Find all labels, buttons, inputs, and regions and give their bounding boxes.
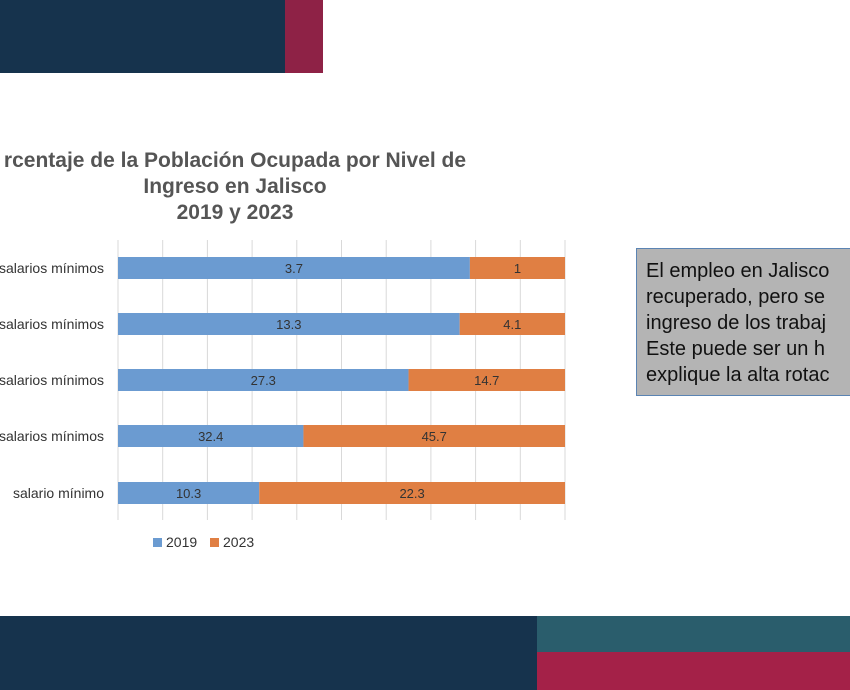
data-label-2023: 45.7 — [422, 429, 447, 444]
category-label: salario mínimo — [13, 485, 104, 501]
category-label: salarios mínimos — [0, 372, 104, 388]
category-label: salarios mínimos — [0, 428, 104, 444]
chart-title: rcentaje de la Población Ocupada por Niv… — [3, 149, 467, 224]
stacked-bar-chart: 3.7 1 salarios mínimos 13.3 4.1 salarios míni… — [0, 240, 566, 550]
data-label-2023: 1 — [514, 261, 521, 276]
header-navy-band — [0, 0, 285, 73]
header-maroon-band — [285, 0, 323, 73]
data-label-2023: 4.1 — [503, 317, 521, 332]
footer-navy-band — [0, 616, 537, 690]
bar-2023 — [303, 425, 565, 447]
bar-2019 — [118, 369, 409, 391]
data-label-2019: 13.3 — [276, 317, 301, 332]
bar-2019 — [118, 313, 460, 335]
bar-2019 — [118, 425, 304, 447]
bar-2023 — [459, 313, 565, 335]
bar-2019 — [118, 482, 260, 504]
bar-2023 — [408, 369, 565, 391]
footer-teal-band — [537, 616, 850, 652]
bar-2023 — [469, 257, 565, 279]
footer-maroon-band — [537, 652, 850, 690]
data-label-2019: 10.3 — [176, 486, 201, 501]
legend-label-2019: 2019 — [166, 534, 197, 550]
data-label-2023: 22.3 — [399, 486, 424, 501]
category-label: salarios mínimos — [0, 260, 104, 276]
data-label-2019: 32.4 — [198, 429, 223, 444]
note-box: El empleo en Jalisco recuperado, pero se… — [636, 248, 850, 396]
legend-swatch-2019 — [153, 538, 162, 547]
data-label-2023: 14.7 — [474, 373, 499, 388]
category-label: salarios mínimos — [0, 316, 104, 332]
note-text: El empleo en Jalisco recuperado, pero se… — [646, 260, 830, 386]
bar-2019 — [118, 257, 470, 279]
legend-label-2023: 2023 — [223, 534, 254, 550]
legend-swatch-2023 — [210, 538, 219, 547]
data-label-2019: 27.3 — [251, 373, 276, 388]
bar-2023 — [259, 482, 565, 504]
data-label-2019: 3.7 — [285, 261, 303, 276]
